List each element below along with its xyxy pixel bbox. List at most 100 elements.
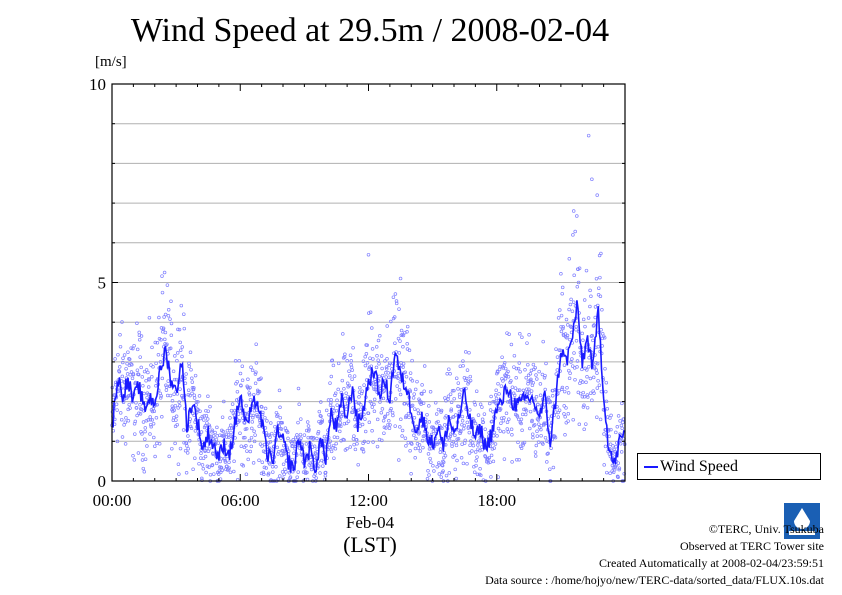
- scatter-point: [352, 374, 357, 378]
- scatter-point: [392, 315, 397, 319]
- scatter-point: [220, 415, 225, 419]
- scatter-point: [493, 393, 498, 397]
- scatter-point: [266, 471, 271, 476]
- scatter-point: [334, 441, 338, 446]
- scatter-point: [319, 414, 323, 418]
- x-tick-label: 12:00: [349, 491, 388, 510]
- scatter-point: [618, 442, 623, 446]
- scatter-point: [208, 404, 212, 409]
- scatter-point: [185, 444, 189, 448]
- scatter-point: [460, 419, 465, 423]
- scatter-point: [432, 469, 436, 473]
- scatter-point: [582, 403, 586, 408]
- scatter-point: [553, 410, 558, 414]
- scatter-point: [134, 400, 138, 405]
- scatter-point: [563, 415, 567, 419]
- scatter-point: [535, 429, 539, 434]
- scatter-point: [178, 340, 182, 345]
- scatter-point: [223, 458, 227, 463]
- scatter-point: [130, 376, 135, 381]
- scatter-point: [477, 439, 481, 443]
- scatter-point: [183, 448, 188, 453]
- scatter-point: [196, 399, 200, 404]
- scatter-point: [253, 433, 257, 437]
- scatter-point: [494, 388, 498, 393]
- scatter-point: [153, 340, 158, 345]
- scatter-point: [516, 366, 521, 371]
- scatter-point: [251, 415, 255, 420]
- scatter-point: [473, 421, 478, 426]
- scatter-point: [372, 409, 377, 414]
- scatter-point: [164, 383, 168, 388]
- scatter-point: [113, 357, 117, 361]
- scatter-point: [154, 416, 159, 420]
- scatter-point: [162, 315, 166, 319]
- scatter-point: [314, 451, 318, 456]
- scatter-point: [156, 353, 161, 357]
- scatter-point: [489, 394, 493, 399]
- scatter-point: [502, 363, 506, 367]
- scatter-point: [515, 457, 519, 462]
- scatter-point: [344, 391, 348, 395]
- scatter-point: [169, 333, 174, 338]
- scatter-point: [364, 352, 369, 356]
- scatter-point: [118, 344, 123, 349]
- scatter-point: [311, 436, 316, 440]
- scatter-point: [380, 366, 384, 371]
- scatter-point: [422, 364, 427, 368]
- scatter-point: [211, 434, 216, 438]
- scatter-point: [288, 475, 293, 479]
- scatter-point: [188, 393, 192, 398]
- scatter-point: [144, 378, 148, 383]
- scatter-point: [449, 400, 454, 404]
- scatter-point: [598, 294, 603, 298]
- scatter-point: [417, 443, 422, 447]
- scatter-point: [393, 292, 398, 296]
- scatter-point: [334, 408, 339, 413]
- scatter-point: [466, 426, 471, 430]
- scatter-point: [158, 360, 163, 364]
- scatter-point: [614, 444, 618, 449]
- scatter-point: [588, 391, 593, 395]
- scatter-point: [268, 435, 272, 439]
- scatter-point: [206, 394, 210, 399]
- scatter-point: [523, 412, 528, 417]
- scatter-point: [241, 436, 246, 440]
- scatter-point: [604, 399, 609, 404]
- scatter-point: [383, 414, 387, 419]
- scatter-point: [257, 424, 261, 429]
- scatter-point: [530, 432, 535, 436]
- scatter-point: [565, 386, 569, 390]
- scatter-point: [567, 368, 571, 373]
- scatter-point: [451, 415, 456, 419]
- scatter-point: [130, 363, 134, 367]
- scatter-point: [189, 367, 193, 372]
- scatter-point: [399, 417, 403, 422]
- scatter-point: [235, 379, 239, 384]
- scatter-point: [580, 394, 585, 399]
- scatter-point: [409, 377, 413, 381]
- scatter-point: [375, 417, 380, 422]
- scatter-point: [539, 427, 543, 432]
- scatter-point: [510, 460, 514, 464]
- scatter-point: [171, 369, 176, 374]
- scatter-point: [257, 458, 261, 463]
- scatter-point: [543, 387, 547, 392]
- scatter-point: [382, 389, 386, 393]
- scatter-point: [244, 426, 249, 431]
- scatter-point: [506, 369, 510, 374]
- scatter-point: [149, 424, 153, 429]
- scatter-point: [510, 433, 514, 437]
- scatter-point: [568, 302, 573, 307]
- scatter-point: [517, 361, 522, 365]
- scatter-point: [191, 467, 195, 472]
- scatter-point: [264, 466, 268, 470]
- scatter-point: [114, 402, 119, 407]
- scatter-point: [155, 402, 159, 407]
- scatter-point: [135, 347, 140, 352]
- scatter-point: [269, 421, 273, 425]
- scatter-point: [537, 422, 541, 426]
- scatter-point: [400, 434, 404, 438]
- scatter-point: [157, 315, 161, 320]
- scatter-point: [379, 354, 384, 358]
